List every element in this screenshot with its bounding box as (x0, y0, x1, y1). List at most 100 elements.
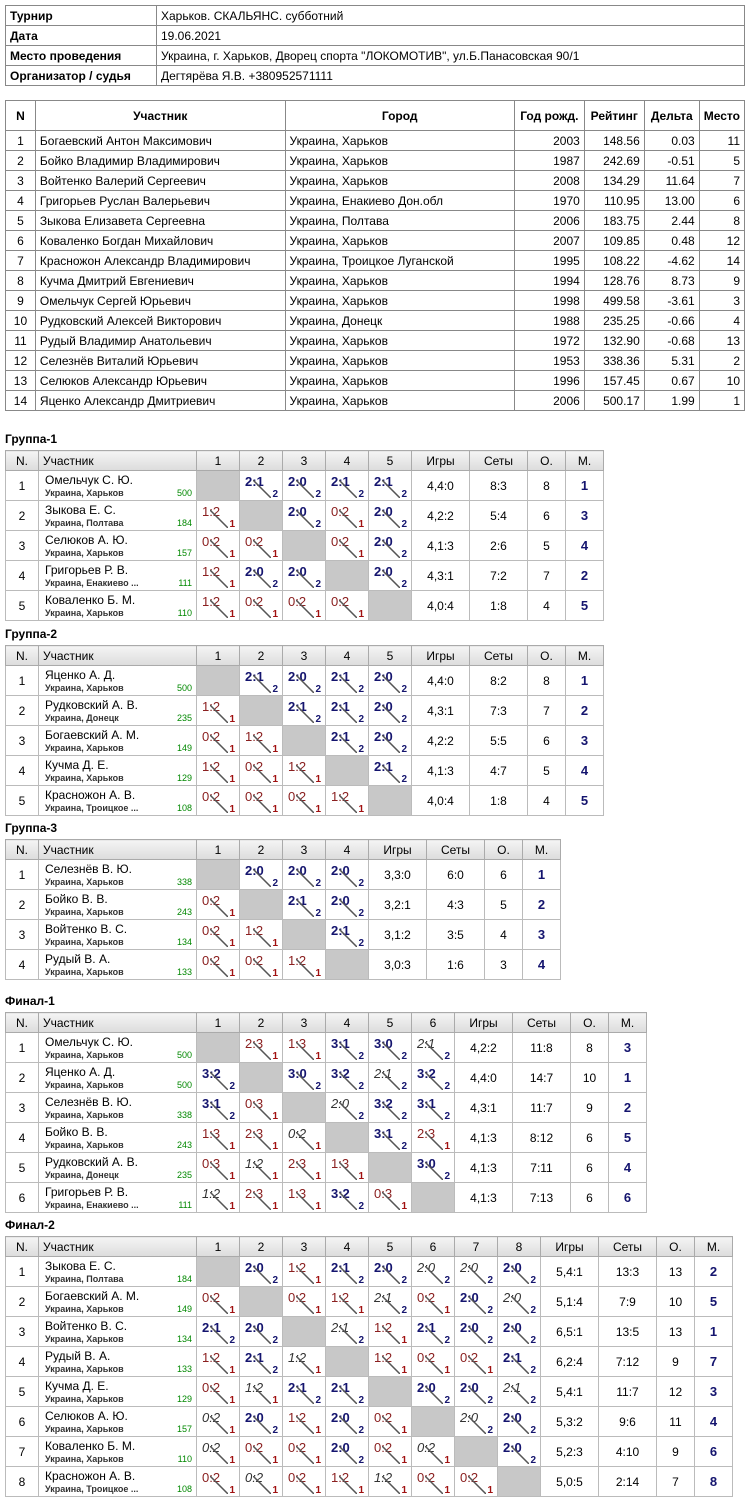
diagonal-cell (196, 470, 240, 501)
diagonal-cell (411, 1406, 455, 1437)
header-cell: N. (5, 645, 39, 666)
diagonal-cell (196, 1256, 240, 1287)
points: 1 (272, 1141, 278, 1152)
slash (425, 1102, 443, 1120)
score-cell: 0:21 (325, 590, 369, 621)
header-cell: М. (608, 1012, 647, 1033)
points: 2 (401, 714, 407, 725)
player-cell: 2003 (513, 130, 585, 151)
player-cell: 1.99 (643, 390, 700, 411)
player-cell: Украина, Харьков (284, 330, 515, 351)
points: 1 (401, 1425, 407, 1436)
row-number: 1 (5, 470, 39, 501)
score-cell: 2:02 (368, 1256, 412, 1287)
slash (382, 1042, 400, 1060)
points: 1 (315, 1455, 321, 1466)
points: 1 (401, 1365, 407, 1376)
sets: 3:5 (426, 919, 485, 950)
points: 1 (229, 1485, 235, 1496)
slash (425, 1356, 443, 1374)
player-cell: 11.64 (643, 170, 700, 191)
participant-name: Кучма Д. Е. (45, 758, 109, 772)
score-cell: 1:21 (368, 1346, 412, 1377)
points-total: 5 (484, 889, 523, 920)
slash (425, 1266, 443, 1284)
group-title: Группа-1 (5, 432, 58, 446)
points: 1 (229, 1425, 235, 1436)
player-cell: 148.56 (583, 130, 645, 151)
slash (253, 1102, 271, 1120)
sets: 4:7 (469, 755, 528, 786)
points: 2 (358, 1395, 364, 1406)
player-cell: 1953 (513, 350, 585, 371)
slash (210, 1072, 228, 1090)
header-cell: Место (698, 100, 746, 131)
score-cell: 2:12 (282, 695, 326, 726)
score-cell: 0:21 (239, 785, 283, 816)
player-cell: Селезнёв Виталий Юрьевич (34, 350, 286, 371)
slash (382, 570, 400, 588)
slash (468, 1296, 486, 1314)
player-cell: 1994 (513, 270, 585, 291)
player-cell: 338.36 (583, 350, 645, 371)
slash (296, 1192, 314, 1210)
slash (339, 1416, 357, 1434)
participant: Григорьев Р. В. Украина, Енакиево ... 111 (38, 560, 197, 591)
games: 6,2:4 (540, 1346, 599, 1377)
header-cell: N. (5, 1012, 39, 1033)
info-value: 19.06.2021 (156, 25, 745, 46)
player-cell: 14 (698, 250, 746, 271)
slash (382, 1296, 400, 1314)
points: 2 (315, 579, 321, 590)
points-total: 6 (570, 1122, 609, 1153)
points: 2 (315, 1081, 321, 1092)
place: 4 (565, 755, 604, 786)
slash (339, 735, 357, 753)
score-cell: 3:12 (411, 1092, 455, 1123)
score-cell: 0:21 (411, 1346, 455, 1377)
participant-rating: 134 (176, 1334, 192, 1344)
slash (296, 675, 314, 693)
sets: 5:5 (469, 725, 528, 756)
row-number: 5 (5, 590, 39, 621)
slash (339, 1386, 357, 1404)
points: 1 (229, 744, 235, 755)
participant-city: Украина, Харьков (45, 1424, 124, 1434)
header-cell: Участник (34, 100, 286, 131)
points: 2 (315, 908, 321, 919)
participant-name: Богаевский А. М. (45, 1289, 140, 1303)
header-row: N. Участник 1 2 3 4 5 Игры Сеты О. М. (5, 450, 604, 471)
participant-rating: 500 (176, 1050, 192, 1060)
participant-rating: 133 (176, 1364, 192, 1374)
participant-city: Украина, Харьков (45, 683, 124, 693)
header-row: N. Участник 1 2 3 4 5 6 Игры Сеты О. М. (5, 1012, 647, 1033)
group-table: N. Участник 1 2 3 4 5 6 Игры Сеты О. М. 1 Омельчук С.… (5, 1012, 647, 1213)
score-cell: 0:31 (368, 1182, 412, 1213)
row-number: 2 (5, 889, 39, 920)
sets: 1:6 (426, 949, 485, 980)
player-cell: 7 (5, 250, 36, 271)
slash (210, 929, 228, 947)
header-cell: Участник (38, 1012, 197, 1033)
diagonal-cell (239, 1286, 283, 1317)
player-cell: 8 (5, 270, 36, 291)
points: 2 (358, 878, 364, 889)
row-number: 1 (5, 859, 39, 890)
row-number: 2 (5, 1286, 39, 1317)
slash (253, 1192, 271, 1210)
header-cell: Участник (38, 450, 197, 471)
slash (210, 1446, 228, 1464)
slash (210, 1296, 228, 1314)
row-number: 3 (5, 1316, 39, 1347)
score-cell: 0:21 (239, 530, 283, 561)
points: 2 (530, 1275, 536, 1286)
score-cell: 1:21 (325, 1286, 369, 1317)
player-cell: Коваленко Богдан Михайлович (34, 230, 286, 251)
points: 2 (358, 744, 364, 755)
points: 1 (229, 609, 235, 620)
sets: 14:7 (512, 1062, 571, 1093)
participant-city: Украина, Харьков (45, 1334, 124, 1344)
